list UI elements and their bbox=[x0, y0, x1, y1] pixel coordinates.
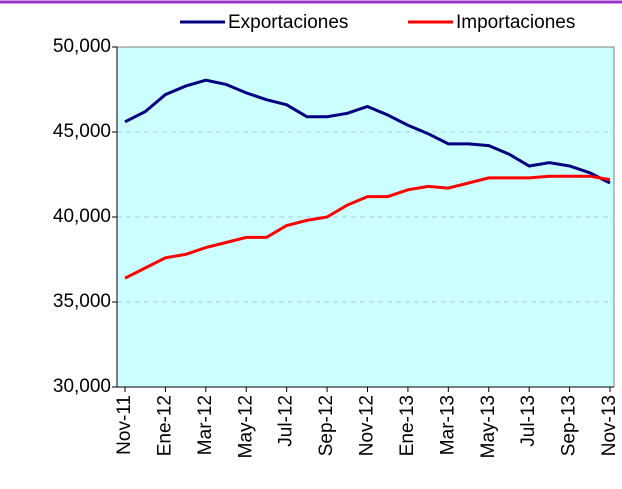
x-tick-label: Jul-13 bbox=[518, 395, 539, 447]
y-tick-label: 30,000 bbox=[53, 376, 111, 397]
y-tick-label: 50,000 bbox=[53, 36, 111, 57]
legend-label: Importaciones bbox=[456, 12, 575, 33]
x-tick-label: Jul-12 bbox=[276, 395, 297, 447]
x-tick-label: Mar-12 bbox=[195, 395, 216, 455]
series-line bbox=[124, 174, 611, 280]
y-tick-label: 40,000 bbox=[53, 206, 111, 227]
x-tick-label: Ene-13 bbox=[397, 395, 418, 456]
x-tick-label: Mar-13 bbox=[437, 395, 458, 455]
x-tick-label: Nov-11 bbox=[114, 395, 135, 455]
x-tick-label: Ene-12 bbox=[154, 395, 175, 456]
x-tick-label: Sep-12 bbox=[316, 395, 337, 456]
y-tick-label: 45,000 bbox=[53, 121, 111, 142]
y-tick-label: 35,000 bbox=[53, 291, 111, 312]
x-tick-label: Nov-12 bbox=[357, 395, 378, 456]
x-tick-label: Nov-13 bbox=[599, 395, 620, 456]
series-line bbox=[124, 78, 611, 185]
legend-label: Exportaciones bbox=[228, 12, 348, 33]
x-tick-label: May-12 bbox=[235, 395, 256, 458]
x-tick-label: Sep-13 bbox=[559, 395, 580, 456]
x-tick-label: May-13 bbox=[478, 395, 499, 458]
